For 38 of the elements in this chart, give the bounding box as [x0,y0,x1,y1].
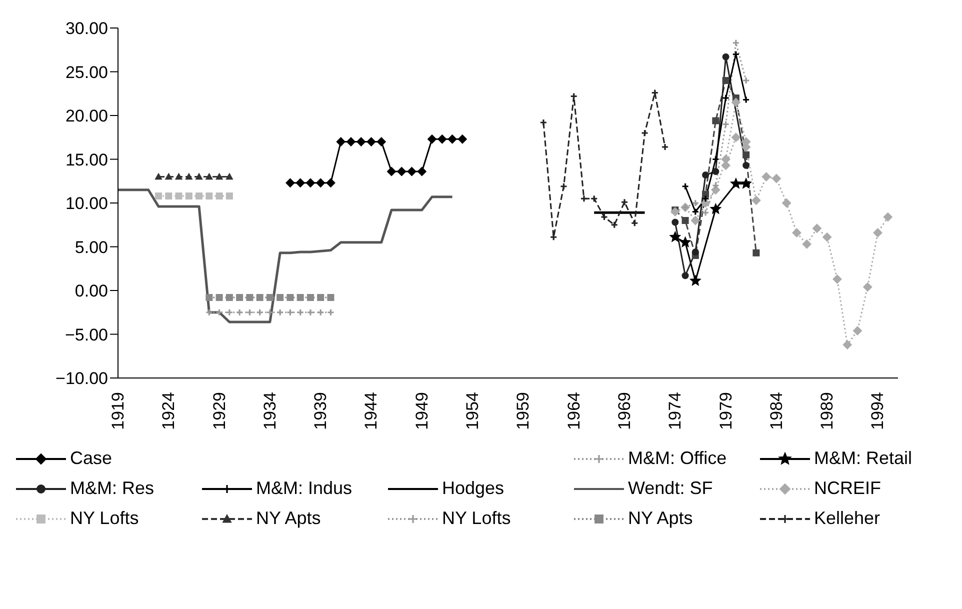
legend-label: M&M: Retail [814,448,912,468]
x-tick-label: 1944 [362,392,381,430]
x-tick-label: 1989 [818,392,837,430]
x-tick-label: 1964 [564,392,584,430]
x-tick-label: 1969 [614,392,634,430]
y-tick-label: −5.00 [64,325,108,344]
legend-label: NY Lofts [70,508,139,528]
y-tick-label: 15.00 [65,150,108,170]
legend-label: NCREIF [814,478,881,498]
x-tick-label: 1934 [260,392,280,430]
y-tick-label: −10.00 [56,369,108,388]
y-tick-label: 10.00 [65,194,108,214]
legend-label: NY Apts [628,508,693,528]
x-tick-label: 1924 [159,392,178,430]
x-tick-label: 1949 [412,392,432,430]
x-tick-label: 1979 [716,392,736,430]
x-tick-label: 1939 [311,392,330,430]
legend-label: NY Lofts [442,508,511,528]
legend-label: M&M: Indus [256,478,352,498]
legend-label: M&M: Office [628,448,727,468]
y-tick-label: 0.00 [74,282,108,301]
x-tick-label: 1984 [766,392,786,430]
x-tick-label: 1929 [210,392,229,430]
x-tick-label: 1974 [666,392,685,430]
x-tick-label: 1994 [868,392,888,430]
y-tick-label: 20.00 [65,106,108,126]
y-tick-label: 5.00 [74,238,108,257]
x-tick-label: 1954 [463,392,482,430]
legend-label: Hodges [442,478,504,498]
legend-label: Kelleher [814,508,880,528]
y-tick-label: 25.00 [65,62,108,82]
x-tick-label: 1959 [514,392,533,430]
x-tick-label: 1919 [108,392,128,430]
legend-label: Case [70,448,112,468]
y-tick-label: 30.00 [65,19,108,38]
legend-label: M&M: Res [70,478,154,498]
legend-label: Wendt: SF [628,478,713,498]
legend-label: NY Apts [256,508,321,528]
